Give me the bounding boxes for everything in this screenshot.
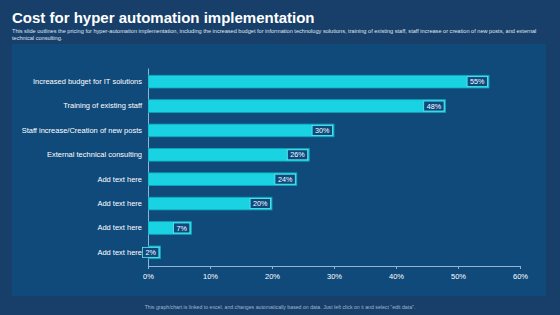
data-label-text: 26% xyxy=(290,150,305,159)
chart: Cost for hyper automation implementation… xyxy=(0,0,560,315)
title: Cost for hyper automation implementation xyxy=(12,9,315,26)
x-tick: 60% xyxy=(513,266,528,281)
bar xyxy=(148,124,334,137)
data-label-box xyxy=(287,150,307,160)
data-label-text: 20% xyxy=(253,199,268,208)
data-label-text: 24% xyxy=(278,175,293,184)
bar xyxy=(148,173,297,186)
x-tick: 30% xyxy=(327,266,342,281)
x-tick-label: 40% xyxy=(389,272,404,281)
data-label: 20% xyxy=(250,199,270,209)
category-label: Add text here xyxy=(97,248,142,257)
data-label-box xyxy=(467,77,487,87)
plot-panel xyxy=(12,44,546,296)
data-label-box xyxy=(174,223,190,233)
category-label: Increased budget for IT solutions xyxy=(33,77,142,86)
category-label: Add text here xyxy=(97,199,142,208)
y-axis-line xyxy=(148,69,149,267)
y-tick: Increased budget for IT solutions xyxy=(33,77,142,86)
data-label-box xyxy=(312,125,332,135)
data-label-box xyxy=(424,101,444,111)
data-label: 24% xyxy=(275,174,295,184)
background xyxy=(0,0,560,315)
data-label-text: 55% xyxy=(470,77,485,86)
y-tick: Add text here xyxy=(97,223,142,232)
bar xyxy=(148,197,272,210)
data-label: 55% xyxy=(467,77,487,87)
data-labels: 55% 48% 30% 26% 24% 20% 7% 2% xyxy=(143,77,488,258)
data-label-text: 30% xyxy=(315,126,330,135)
x-tick-mark xyxy=(520,266,521,269)
category-label: External technical consulting xyxy=(47,150,142,159)
x-axis-line xyxy=(149,267,521,270)
x-tick: 50% xyxy=(451,266,466,281)
x-tick-label: 50% xyxy=(451,272,466,281)
data-label-box xyxy=(250,199,270,209)
category-label: Staff increase/Creation of new posts xyxy=(22,126,143,135)
x-tick: 0% xyxy=(143,266,154,281)
x-tick-mark xyxy=(458,266,459,269)
category-label: Add text here xyxy=(97,223,142,232)
x-tick-mark xyxy=(272,266,273,269)
x-tick-label: 30% xyxy=(327,272,342,281)
y-tick: Add text here xyxy=(97,175,142,184)
x-tick-mark xyxy=(210,266,211,269)
y-tick: Training of existing staff xyxy=(63,101,143,110)
y-tick: External technical consulting xyxy=(47,150,142,159)
x-tick-label: 20% xyxy=(265,272,280,281)
bar xyxy=(148,75,489,88)
data-label-text: 48% xyxy=(427,102,442,111)
data-label-text: 2% xyxy=(146,248,157,257)
x-tick: 20% xyxy=(265,266,280,281)
x-tick-label: 0% xyxy=(143,272,154,281)
y-tick: Add text here xyxy=(97,199,142,208)
data-label-box xyxy=(275,174,295,184)
x-tick-mark xyxy=(396,266,397,269)
bars xyxy=(148,75,489,258)
bar xyxy=(148,148,309,161)
footnote: This graph/chart is linked to excel, and… xyxy=(145,304,416,310)
y-tick: Staff increase/Creation of new posts xyxy=(22,126,143,135)
subtitle: This slide outlines the pricing for hype… xyxy=(12,28,536,41)
data-label-box xyxy=(143,247,159,257)
data-label: 48% xyxy=(424,101,444,111)
category-label: Add text here xyxy=(97,175,142,184)
data-label: 2% xyxy=(143,247,159,257)
x-tick-label: 60% xyxy=(513,272,528,281)
x-tick-mark xyxy=(334,266,335,269)
category-label: Training of existing staff xyxy=(63,101,143,110)
data-label-text: 7% xyxy=(177,224,188,233)
y-axis: Increased budget for IT solutions Trainin… xyxy=(22,69,149,267)
x-tick: 10% xyxy=(203,266,218,281)
y-tick: Add text here xyxy=(97,248,142,257)
bar xyxy=(148,100,446,113)
x-axis: 0% 10% 20% 30% 40% 50% 60% xyxy=(143,266,528,281)
data-label: 30% xyxy=(312,125,332,135)
data-label: 26% xyxy=(287,150,307,160)
bar xyxy=(148,222,191,235)
x-tick: 40% xyxy=(389,266,404,281)
x-tick-label: 10% xyxy=(203,272,218,281)
data-label: 7% xyxy=(174,223,190,233)
